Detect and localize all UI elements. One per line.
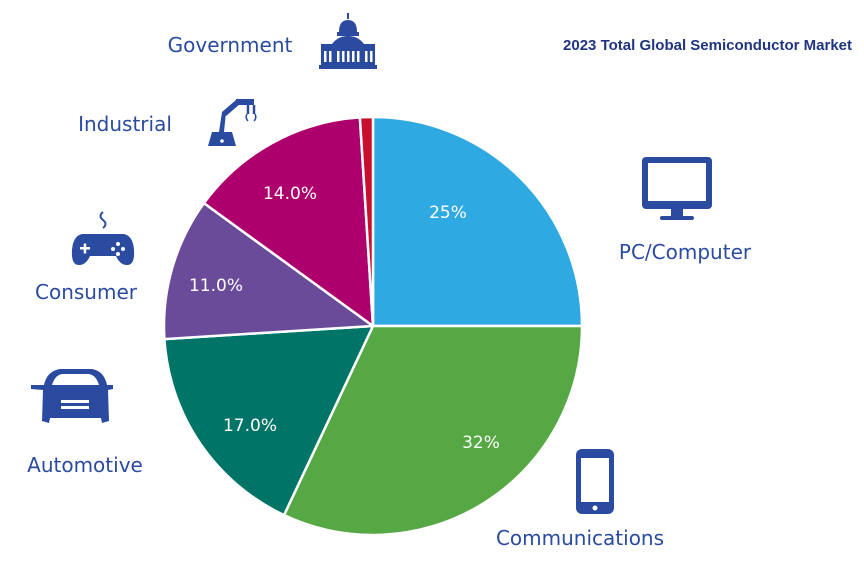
category-label-automotive: Automotive <box>27 453 143 477</box>
data-label-industrial: 14.0% <box>263 184 317 204</box>
car-icon <box>31 369 113 423</box>
capitol-building-icon <box>319 13 377 69</box>
category-label-industrial: Industrial <box>78 112 172 136</box>
monitor-icon <box>642 157 712 220</box>
data-label-government: 1.0% <box>343 93 386 113</box>
smartphone-icon <box>576 449 614 514</box>
gamepad-icon <box>71 211 135 265</box>
chart-title: 2023 Total Global Semiconductor Market <box>563 37 852 54</box>
category-label-consumer: Consumer <box>35 280 138 304</box>
category-label-government: Government <box>168 33 293 57</box>
data-label-automotive: 17.0% <box>223 416 277 436</box>
data-label-consumer: 11.0% <box>189 276 243 296</box>
pie-slice-pc-computer <box>371 115 584 328</box>
pie-slice-automotive <box>163 324 375 517</box>
category-label-pc-computer: PC/Computer <box>619 240 752 264</box>
pie-slice-government <box>358 115 375 328</box>
pie-slice-consumer <box>162 201 375 341</box>
robot-arm-icon <box>208 99 257 146</box>
pie-slice-industrial <box>202 116 375 328</box>
data-label-pc-computer: 25% <box>429 203 467 223</box>
data-label-communications: 32% <box>462 433 500 453</box>
pie-slice-communications <box>282 324 584 537</box>
category-label-communications: Communications <box>496 526 664 550</box>
